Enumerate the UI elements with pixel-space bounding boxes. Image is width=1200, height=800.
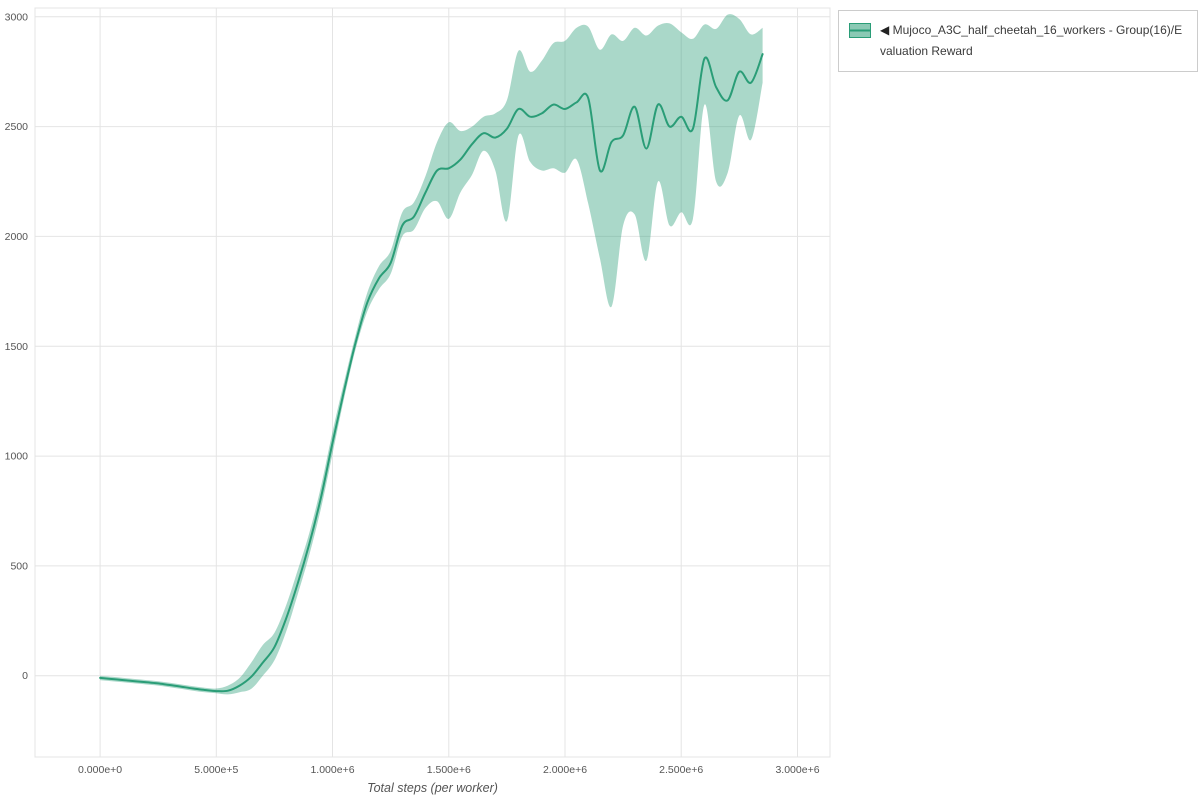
mean-line [99,53,764,693]
y-tick-label: 2000 [5,231,29,243]
x-tick-label: 2.000e+6 [543,764,587,776]
legend-series-label: Mujoco_A3C_half_cheetah_16_workers - Gro… [880,23,1183,58]
x-tick-label: 1.000e+6 [310,764,354,776]
plot-border [34,7,831,758]
confidence-band [100,14,763,695]
y-tick-label: 3000 [5,11,29,23]
series-swatch-icon [849,23,871,38]
x-tick-label: 5.000e+5 [194,764,238,776]
legend-collapse-icon[interactable]: ◀ [880,23,890,37]
y-tick-label: 500 [10,560,28,572]
y-tick-label: 1000 [5,451,29,463]
y-tick-label: 1500 [5,341,29,353]
legend-entry[interactable]: ◀ Mujoco_A3C_half_cheetah_16_workers - G… [880,20,1187,62]
x-axis-title: Total steps (per worker) [367,781,498,795]
y-tick-label: 0 [22,670,28,682]
y-tick-label: 2500 [5,121,29,133]
x-tick-label: 1.500e+6 [427,764,471,776]
x-tick-label: 0.000e+0 [78,764,122,776]
x-tick-label: 3.000e+6 [775,764,819,776]
x-tick-label: 2.500e+6 [659,764,703,776]
legend[interactable]: ◀ Mujoco_A3C_half_cheetah_16_workers - G… [838,10,1198,72]
